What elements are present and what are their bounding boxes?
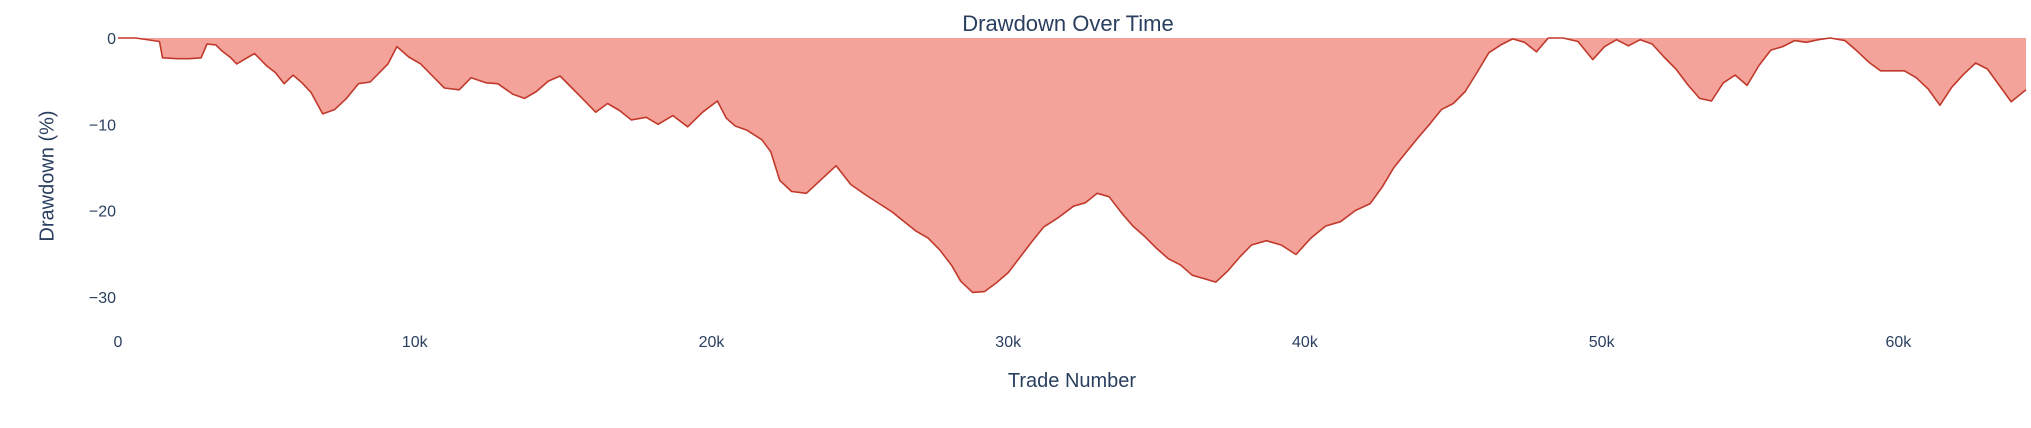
y-axis-ticks: 0 −10 −20 −30 xyxy=(89,31,116,307)
drawdown-line xyxy=(118,37,2027,294)
chart-title: Drawdown Over Time xyxy=(962,11,1174,36)
y-axis-title: Drawdown (%) xyxy=(36,110,58,241)
x-tick-label: 10k xyxy=(402,334,429,351)
y-tick-label: 0 xyxy=(107,31,116,48)
y-tick-label: −30 xyxy=(89,290,116,307)
x-tick-label: 30k xyxy=(995,334,1022,351)
x-tick-label: 40k xyxy=(1292,334,1319,351)
x-tick-label: 50k xyxy=(1589,334,1616,351)
x-tick-label: 60k xyxy=(1886,334,1913,351)
plot-area xyxy=(118,37,2027,294)
x-tick-label: 20k xyxy=(699,334,726,351)
drawdown-area-fill xyxy=(118,38,2026,293)
x-axis-title: Trade Number xyxy=(1008,370,1137,392)
y-tick-label: −10 xyxy=(89,117,116,134)
y-tick-label: −20 xyxy=(89,204,116,221)
x-axis-ticks: 0 10k 20k 30k 40k 50k 60k xyxy=(114,334,1913,351)
x-tick-label: 0 xyxy=(114,334,123,351)
